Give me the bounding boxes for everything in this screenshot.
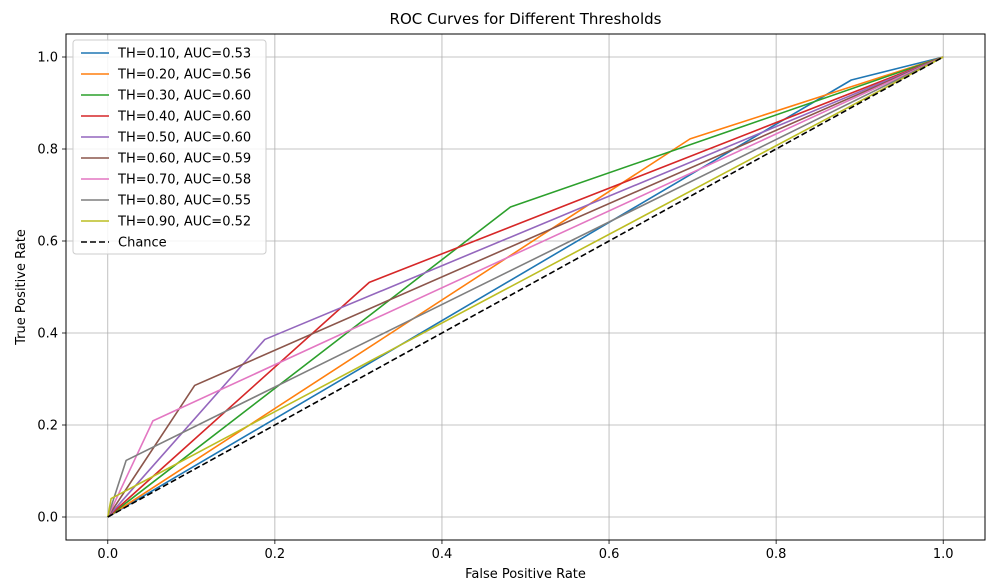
legend-label-6: TH=0.70, AUC=0.58 [117, 173, 251, 188]
series-lines [106, 56, 944, 518]
legend-label-8: TH=0.90, AUC=0.52 [117, 215, 251, 230]
series-line-4 [107, 56, 944, 518]
y-tick-label: 0.6 [37, 235, 58, 250]
legend-label-0: TH=0.10, AUC=0.53 [117, 47, 251, 62]
legend-box [72, 39, 267, 255]
series-line-9 [107, 56, 944, 518]
legend-label-9: Chance [118, 236, 167, 251]
legend-label-4: TH=0.50, AUC=0.60 [117, 131, 251, 146]
x-axis-label: False Positive Rate [465, 567, 586, 582]
x-tick-label: 1.0 [933, 547, 954, 562]
x-tick-label: 0.0 [97, 547, 118, 562]
series-line-7 [107, 56, 944, 518]
x-tick-label: 0.8 [766, 547, 787, 562]
legend: TH=0.10, AUC=0.53 TH=0.20, AUC=0.56 TH=0.3… [72, 39, 267, 255]
series-line-1 [107, 56, 944, 518]
x-tick-label: 0.2 [265, 547, 286, 562]
y-tick-label: 0.8 [37, 143, 58, 158]
plot-frame [65, 33, 986, 541]
axis-ticks: 0.0 0.2 0.4 0.6 0.8 1.0 0.0 0.2 0.4 0.6 0.8 1.0 [37, 51, 953, 563]
chart-title: ROC Curves for Different Thresholds [390, 10, 662, 28]
legend-label-3: TH=0.40, AUC=0.60 [117, 110, 251, 125]
x-tick-label: 0.4 [432, 547, 453, 562]
y-tick-label: 1.0 [37, 51, 58, 66]
series-line-8 [106, 56, 944, 518]
y-tick-label: 0.4 [37, 327, 58, 342]
series-line-0 [107, 56, 944, 518]
y-axis-label: True Positive Rate [14, 229, 29, 346]
legend-label-1: TH=0.20, AUC=0.56 [117, 68, 251, 83]
series-line-3 [107, 56, 944, 518]
legend-label-2: TH=0.30, AUC=0.60 [117, 89, 251, 104]
legend-label-5: TH=0.60, AUC=0.59 [117, 152, 251, 167]
y-tick-label: 0.0 [37, 511, 58, 526]
series-line-6 [107, 56, 944, 518]
y-tick-label: 0.2 [37, 419, 58, 434]
series-line-2 [107, 56, 944, 518]
series-line-5 [107, 56, 944, 518]
legend-label-7: TH=0.80, AUC=0.55 [117, 194, 251, 209]
x-tick-label: 0.6 [599, 547, 620, 562]
